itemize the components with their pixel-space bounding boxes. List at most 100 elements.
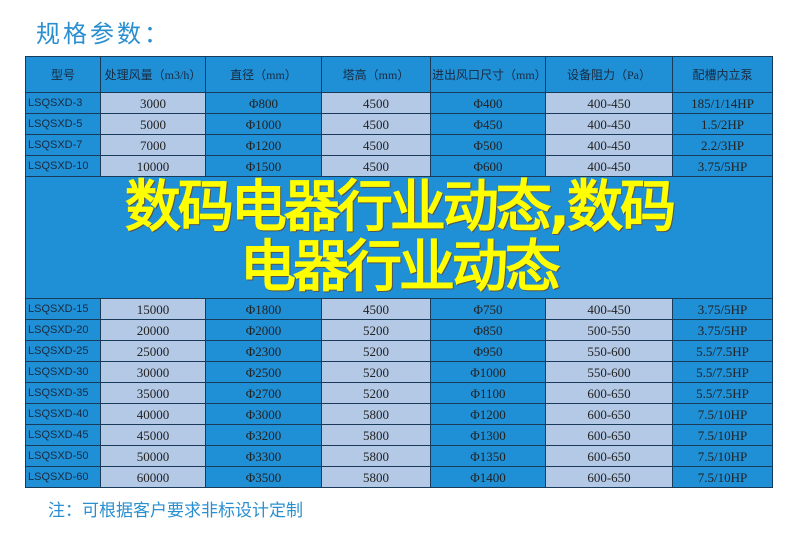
table-cell: 2.2/3HP — [672, 134, 773, 156]
table-cell: Φ1400 — [430, 466, 546, 488]
table-cell: 600-650 — [545, 466, 673, 488]
table-cell: LSQSXD-3 — [25, 92, 101, 114]
table-cell: 5800 — [321, 424, 431, 446]
table-cell: 20000 — [100, 319, 206, 341]
table-cell: Φ500 — [430, 134, 546, 156]
table-cell: 50000 — [100, 445, 206, 467]
table-cell: Φ1500 — [205, 155, 322, 177]
table-cell: 60000 — [100, 466, 206, 488]
table-row: LSQSXD-40 40000 Φ3000 5800 Φ1200 600-650 7.5/1… — [25, 403, 773, 425]
table-cell: 4500 — [321, 92, 431, 114]
table-cell: 600-650 — [545, 403, 673, 425]
table-cell: 5800 — [321, 403, 431, 425]
table-cell: Φ1300 — [430, 424, 546, 446]
table-cell: Φ450 — [430, 113, 546, 135]
table-cell: LSQSXD-7 — [25, 134, 101, 156]
table-cell: Φ2500 — [205, 361, 322, 383]
column-header: 型号 — [25, 56, 101, 93]
table-cell: Φ600 — [430, 155, 546, 177]
column-header: 塔高（mm） — [321, 56, 431, 93]
table-cell: Φ1200 — [430, 403, 546, 425]
column-header: 配槽内立泵 — [672, 56, 773, 93]
table-cell: 25000 — [100, 340, 206, 362]
table-cell: 7.5/10HP — [672, 445, 773, 467]
table-cell: 185/1/14HP — [672, 92, 773, 114]
table-cell: 4500 — [321, 155, 431, 177]
table-cell: Φ3200 — [205, 424, 322, 446]
overlay-banner: 数码电器行业动态,数码 电器行业动态 — [25, 176, 773, 299]
table-cell: 40000 — [100, 403, 206, 425]
table-cell: 4500 — [321, 134, 431, 156]
table-cell: 3.75/5HP — [672, 319, 773, 341]
table-cell: Φ1200 — [205, 134, 322, 156]
table-header-row: 型号 处理风量（m3/h） 直径（mm） 塔高（mm） 进出风口尺寸（mm） 设备阻力（P… — [25, 56, 773, 93]
table-cell: Φ3000 — [205, 403, 322, 425]
table-cell: 400-450 — [545, 92, 673, 114]
table-cell: 400-450 — [545, 298, 673, 320]
table-cell: 4500 — [321, 113, 431, 135]
table-row: LSQSXD-15 15000 Φ1800 4500 Φ750 400-450 3.75/5… — [25, 298, 773, 320]
table-row: LSQSXD-25 25000 Φ2300 5200 Φ950 550-600 5.5/7.… — [25, 340, 773, 362]
column-header: 直径（mm） — [205, 56, 322, 93]
table-cell: 550-600 — [545, 340, 673, 362]
table-row: LSQSXD-10 10000 Φ1500 4500 Φ600 400-450 3.75/5… — [25, 155, 773, 177]
table-cell: 3000 — [100, 92, 206, 114]
table-cell: 5.5/7.5HP — [672, 361, 773, 383]
column-header: 设备阻力（Pa） — [545, 56, 673, 93]
table-cell: 600-650 — [545, 382, 673, 404]
table-cell: Φ1000 — [430, 361, 546, 383]
table-cell: LSQSXD-5 — [25, 113, 101, 135]
overlay-banner-row: 数码电器行业动态,数码 电器行业动态 — [25, 176, 773, 299]
table-cell: Φ750 — [430, 298, 546, 320]
table-cell: Φ2300 — [205, 340, 322, 362]
overlay-text-line2: 电器行业动态 — [240, 234, 561, 299]
table-cell: 600-650 — [545, 445, 673, 467]
table-cell: LSQSXD-35 — [25, 382, 101, 404]
table-cell: 5200 — [321, 382, 431, 404]
table-cell: 15000 — [100, 298, 206, 320]
table-cell: 5200 — [321, 340, 431, 362]
table-row: LSQSXD-50 50000 Φ3300 5800 Φ1350 600-650 7.5/1… — [25, 445, 773, 467]
table-cell: 45000 — [100, 424, 206, 446]
table-cell: 5200 — [321, 361, 431, 383]
table-row: LSQSXD-3 3000 Φ800 4500 Φ400 400-450 185/1/14H… — [25, 92, 773, 114]
table-cell: 500-550 — [545, 319, 673, 341]
footnote: 注：可根据客户要求非标设计定制 — [48, 501, 303, 521]
table-cell: Φ1000 — [205, 113, 322, 135]
table-row: LSQSXD-60 60000 Φ3500 5800 Φ1400 600-650 7.5/1… — [25, 466, 773, 488]
table-cell: LSQSXD-20 — [25, 319, 101, 341]
table-cell: 400-450 — [545, 113, 673, 135]
table-row: LSQSXD-35 35000 Φ2700 5200 Φ1100 600-650 5.5/7… — [25, 382, 773, 404]
table-cell: 5800 — [321, 445, 431, 467]
table-cell: Φ400 — [430, 92, 546, 114]
table-cell: Φ3300 — [205, 445, 322, 467]
table-cell: 4500 — [321, 298, 431, 320]
table-row: LSQSXD-20 20000 Φ2000 5200 Φ850 500-550 3.75/5… — [25, 319, 773, 341]
table-cell: 5000 — [100, 113, 206, 135]
table-cell: 5200 — [321, 319, 431, 341]
table-cell: 10000 — [100, 155, 206, 177]
overlay-text-line1: 数码电器行业动态,数码 — [124, 176, 676, 240]
table-cell: 400-450 — [545, 134, 673, 156]
section-title: 规格参数： — [36, 20, 171, 48]
table-cell: LSQSXD-60 — [25, 466, 101, 488]
table-cell: 5.5/7.5HP — [672, 340, 773, 362]
table-cell: 600-650 — [545, 424, 673, 446]
table-cell: 3.75/5HP — [672, 298, 773, 320]
table-cell: 400-450 — [545, 155, 673, 177]
table-cell: Φ2000 — [205, 319, 322, 341]
table-cell: 35000 — [100, 382, 206, 404]
column-header: 进出风口尺寸（mm） — [430, 56, 546, 93]
table-cell: Φ800 — [205, 92, 322, 114]
spec-table: 型号 处理风量（m3/h） 直径（mm） 塔高（mm） 进出风口尺寸（mm） 设备阻力（P… — [25, 56, 773, 488]
table-cell: LSQSXD-30 — [25, 361, 101, 383]
table-cell: LSQSXD-25 — [25, 340, 101, 362]
table-row: LSQSXD-45 45000 Φ3200 5800 Φ1300 600-650 7.5/1… — [25, 424, 773, 446]
table-cell: 7.5/10HP — [672, 424, 773, 446]
table-cell: Φ1350 — [430, 445, 546, 467]
table-cell: 550-600 — [545, 361, 673, 383]
table-row: LSQSXD-7 7000 Φ1200 4500 Φ500 400-450 2.2/3HP — [25, 134, 773, 156]
table-cell: Φ2700 — [205, 382, 322, 404]
table-cell: 1.5/2HP — [672, 113, 773, 135]
table-cell: Φ1800 — [205, 298, 322, 320]
